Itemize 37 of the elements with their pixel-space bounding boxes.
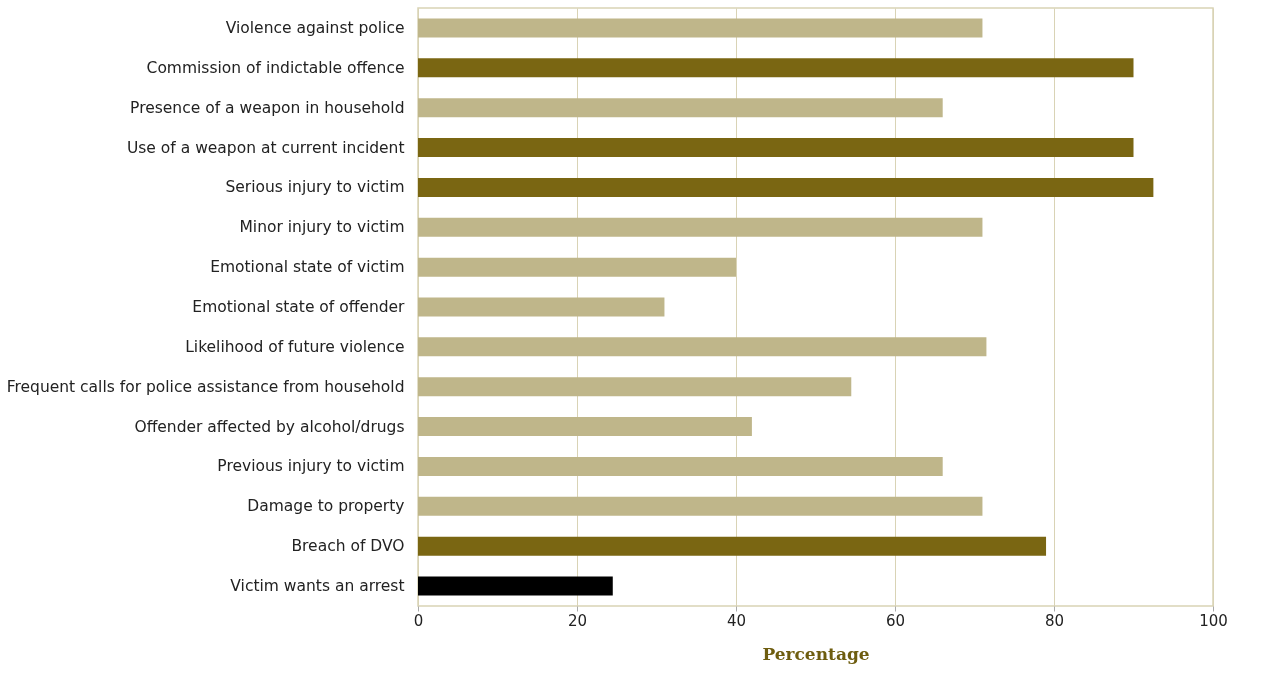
y-tick-label: Emotional state of offender <box>192 298 406 316</box>
bar <box>418 456 943 476</box>
x-tick-label: 40 <box>726 611 747 630</box>
y-tick-label: Victim wants an arrest <box>230 577 405 596</box>
y-tick-label: Frequent calls for police assistance from household <box>6 377 405 396</box>
bar <box>418 58 1134 78</box>
bar <box>418 496 983 516</box>
y-tick-label: Damage to property <box>247 497 405 516</box>
x-tick-label: 60 <box>885 611 906 630</box>
y-tick-label: Emotional state of victim <box>210 258 405 277</box>
y-tick-label: Presence of a weapon in household <box>130 98 405 117</box>
y-tick-label: Use of a weapon at current incident <box>126 138 405 157</box>
bar <box>418 98 943 118</box>
x-tick-label: 0 <box>413 611 424 630</box>
bar <box>418 297 665 317</box>
bar <box>418 177 1154 197</box>
bar <box>418 257 736 277</box>
bar <box>418 417 752 437</box>
x-tick-label: 80 <box>1044 611 1065 630</box>
bar <box>418 138 1134 158</box>
bar <box>418 18 983 38</box>
y-tick-label: Violence against police <box>225 18 405 37</box>
y-tick-label: Breach of DVO <box>291 537 405 556</box>
y-tick-label: Commission of indictable offence <box>146 58 405 77</box>
y-tick-label: Previous injury to victim <box>217 457 405 476</box>
x-axis-title: Percentage <box>762 643 870 664</box>
y-tick-label: Serious injury to victim <box>225 178 405 197</box>
bar <box>418 337 987 357</box>
bar <box>418 217 983 237</box>
y-tick-label: Minor injury to victim <box>239 218 405 237</box>
x-tick-label: 20 <box>567 611 588 630</box>
bar <box>418 576 613 596</box>
bar <box>418 536 1047 556</box>
x-tick-label: 100 <box>1199 611 1228 630</box>
y-tick-label: Likelihood of future violence <box>185 337 405 356</box>
y-tick-label: Offender affected by alcohol/drugs <box>134 417 405 436</box>
bar <box>418 377 852 397</box>
